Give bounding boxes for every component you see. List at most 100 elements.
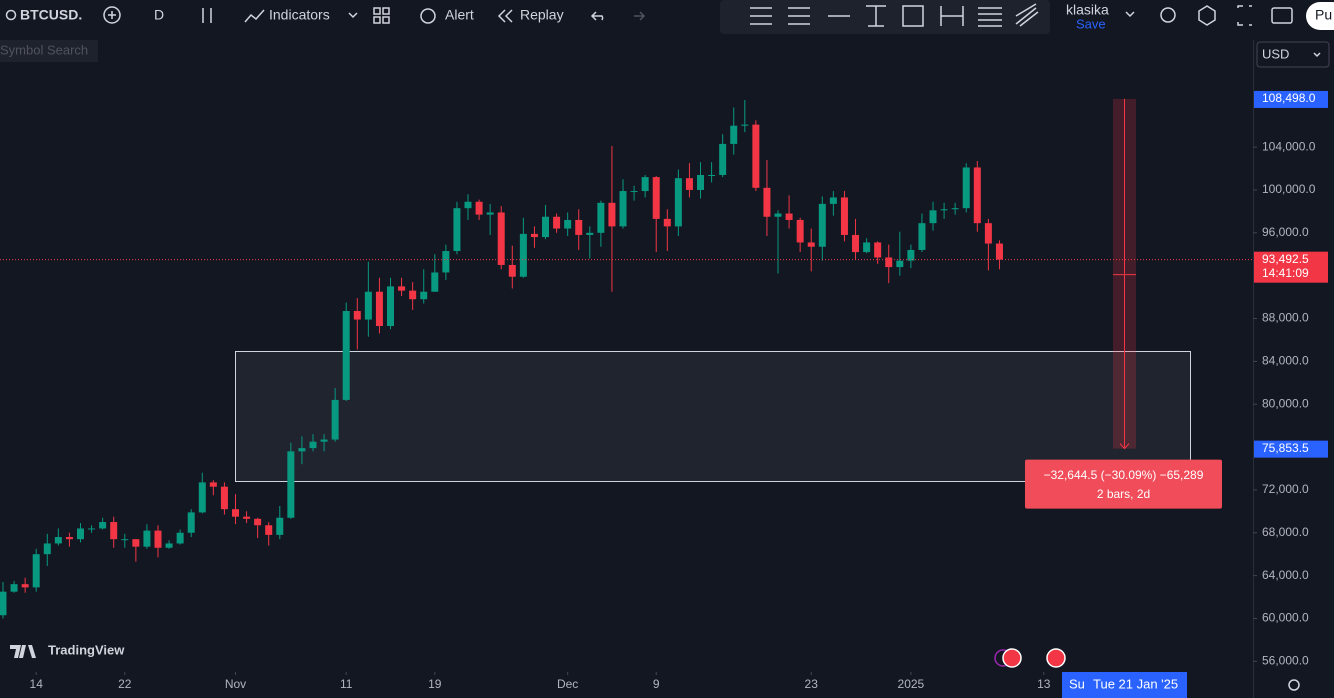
candle-body xyxy=(674,178,682,227)
y-tick-label: 68,000.0 xyxy=(1262,525,1309,539)
event-icon[interactable] xyxy=(1002,648,1022,668)
drawing-tool[interactable] xyxy=(788,7,810,25)
candle-body xyxy=(785,213,793,220)
x-tick-label: 14 xyxy=(30,677,44,691)
symbol-search[interactable]: Symbol Search xyxy=(0,42,88,57)
candle-body xyxy=(375,291,383,327)
candle-body xyxy=(409,290,417,300)
candle-body xyxy=(685,178,693,190)
dropdown[interactable] xyxy=(348,12,358,19)
candle-body xyxy=(132,539,140,547)
drawing-toolbar xyxy=(720,0,1050,34)
measure-top-label: 108,498.0 xyxy=(1262,91,1316,105)
axis-settings-icon[interactable] xyxy=(1288,679,1300,691)
publish-button[interactable] xyxy=(1306,2,1334,30)
dropdown[interactable] xyxy=(1125,11,1135,18)
x-tick-label: 22 xyxy=(118,677,132,691)
layout-icon[interactable] xyxy=(373,7,381,15)
candle-body xyxy=(464,201,472,209)
compare-icon[interactable] xyxy=(103,6,121,24)
candle-body xyxy=(896,260,904,268)
candle-body xyxy=(763,187,771,217)
drawing-tool[interactable] xyxy=(978,7,1002,27)
fullscreen-icon[interactable] xyxy=(1237,5,1252,26)
candle-body xyxy=(121,539,129,541)
candle-body xyxy=(88,528,96,530)
countdown: 14:41:09 xyxy=(1262,266,1309,280)
x-tick-label: 11 xyxy=(340,677,353,691)
brand: TradingView xyxy=(48,642,125,657)
drawing-tool[interactable] xyxy=(902,5,924,27)
symbol-search-box[interactable] xyxy=(0,40,98,62)
candle-body xyxy=(951,208,959,210)
candle-body xyxy=(54,537,62,544)
candle-body xyxy=(287,451,295,518)
layout-icon xyxy=(382,7,390,15)
candle-body xyxy=(475,201,483,215)
candle-body xyxy=(741,124,749,126)
candle-body xyxy=(719,143,727,175)
candle-body xyxy=(553,216,561,229)
candle-body xyxy=(907,249,915,261)
crosshair-day: Su xyxy=(1069,676,1085,691)
redo-icon[interactable] xyxy=(634,11,646,21)
candle-body xyxy=(276,517,284,535)
candle-body xyxy=(99,522,107,529)
currency[interactable]: USD xyxy=(1262,46,1289,61)
drawing-tool[interactable] xyxy=(1015,3,1039,27)
candle-body xyxy=(929,210,937,224)
candle-body xyxy=(353,311,361,320)
candle-body xyxy=(231,509,239,517)
indicators[interactable]: Indicators xyxy=(269,7,330,23)
candle-body xyxy=(76,528,84,540)
candle-body xyxy=(940,209,948,211)
undo-icon[interactable] xyxy=(590,11,604,21)
y-tick-label: 88,000.0 xyxy=(1262,311,1309,325)
user-name[interactable]: klasika xyxy=(1066,2,1109,18)
symbol[interactable]: BTCUSD. xyxy=(20,7,82,23)
drawing-tool[interactable] xyxy=(940,6,964,26)
y-tick-label: 104,000.0 xyxy=(1262,139,1316,153)
settings-icon[interactable] xyxy=(1198,5,1216,26)
y-tick-label: 56,000.0 xyxy=(1262,653,1309,667)
candle-body xyxy=(486,212,494,215)
event-icon[interactable] xyxy=(1046,648,1066,668)
chart-type-icon[interactable] xyxy=(202,8,212,23)
x-tick-label: 19 xyxy=(428,677,442,691)
candle-body xyxy=(542,216,550,238)
indicators-icon[interactable] xyxy=(244,9,265,23)
candle-body xyxy=(265,525,273,535)
replay[interactable]: Replay xyxy=(520,7,564,23)
alert-icon[interactable] xyxy=(1160,7,1176,23)
measure-top-box xyxy=(1254,90,1328,108)
candle-body xyxy=(796,219,804,243)
currency-select[interactable] xyxy=(1256,41,1330,68)
candle-body xyxy=(973,167,981,224)
alert-icon[interactable] xyxy=(420,8,436,24)
drawing-tool[interactable] xyxy=(750,7,772,25)
interval[interactable]: D xyxy=(154,7,164,23)
measure-bottom-box xyxy=(1254,440,1328,458)
measure-bottom-label: 75,853.5 xyxy=(1262,441,1309,455)
replay-icon[interactable] xyxy=(497,9,513,23)
candle-body xyxy=(176,532,184,544)
last-price-box xyxy=(1254,251,1328,283)
search-icon[interactable] xyxy=(5,9,17,21)
candle-body xyxy=(165,543,173,548)
candle-body xyxy=(420,291,428,300)
alert[interactable]: Alert xyxy=(445,7,474,23)
y-tick-label: 72,000.0 xyxy=(1262,482,1309,496)
x-tick-label: 13 xyxy=(1037,677,1051,691)
candle-body xyxy=(243,516,251,519)
candle-body xyxy=(995,243,1003,260)
candle-body xyxy=(752,124,760,188)
publish[interactable]: Pu xyxy=(1315,7,1332,23)
candle-body xyxy=(309,441,317,449)
snapshot-icon[interactable] xyxy=(1271,7,1293,24)
candle-body xyxy=(497,212,505,265)
candle-body xyxy=(154,530,162,548)
candle-body xyxy=(298,448,306,452)
save[interactable]: Save xyxy=(1076,16,1106,31)
candle-body xyxy=(398,286,406,291)
drawing-tool[interactable] xyxy=(866,5,886,27)
